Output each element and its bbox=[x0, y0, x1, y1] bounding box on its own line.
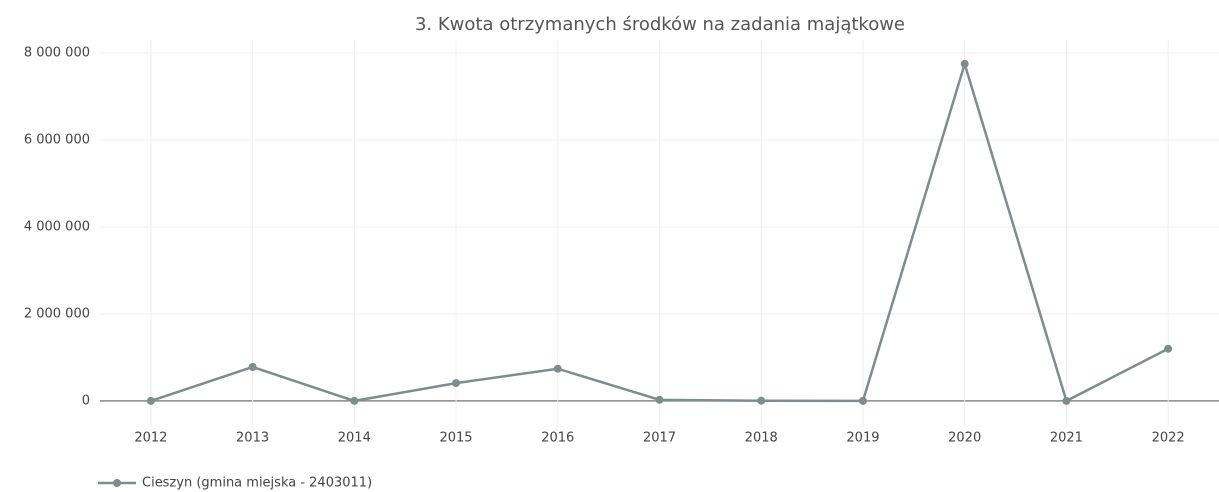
x-tick-label: 2015 bbox=[439, 431, 472, 446]
chart-title: 3. Kwota otrzymanych środków na zadania … bbox=[415, 14, 905, 35]
x-tick-label: 2019 bbox=[846, 431, 879, 446]
point bbox=[452, 379, 461, 388]
x-tick-label: 2022 bbox=[1152, 431, 1185, 446]
point bbox=[1164, 344, 1173, 353]
x-tick-label: 2014 bbox=[338, 431, 371, 446]
point bbox=[757, 396, 766, 405]
x-tick-label: 2021 bbox=[1050, 431, 1083, 446]
legend-marker bbox=[113, 479, 121, 487]
x-tick-label: 2012 bbox=[134, 431, 167, 446]
x-tick-label: 2020 bbox=[948, 431, 981, 446]
y-tick-label: 0 bbox=[82, 393, 90, 408]
point bbox=[350, 396, 359, 405]
point bbox=[858, 396, 867, 405]
y-tick-label: 8 000 000 bbox=[24, 46, 90, 61]
x-tick-label: 2016 bbox=[541, 431, 574, 446]
point bbox=[248, 362, 257, 371]
y-tick-label: 6 000 000 bbox=[24, 133, 90, 148]
y-tick-label: 4 000 000 bbox=[24, 219, 90, 234]
point bbox=[146, 396, 155, 405]
point bbox=[655, 395, 664, 404]
x-tick-label: 2013 bbox=[236, 431, 269, 446]
legend-label: Cieszyn (gmina miejska - 2403011) bbox=[142, 476, 372, 491]
point bbox=[960, 59, 969, 68]
x-tick-label: 2018 bbox=[745, 431, 778, 446]
y-tick-label: 2 000 000 bbox=[24, 306, 90, 321]
x-tick-label: 2017 bbox=[643, 431, 676, 446]
point bbox=[1062, 396, 1071, 405]
point bbox=[553, 364, 562, 373]
